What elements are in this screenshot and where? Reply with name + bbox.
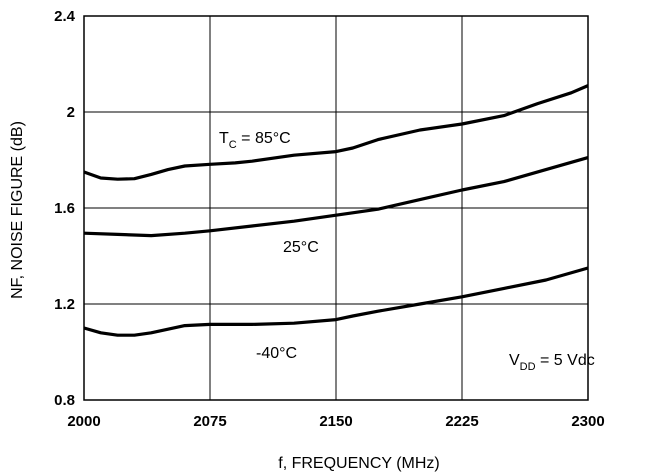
x-tick-label: 2000 (67, 413, 100, 430)
annotation-vdd-subscript: DD (520, 361, 536, 373)
annotation-vdd-prefix: V (509, 352, 520, 369)
y-tick-label: 2 (67, 104, 75, 121)
annotation-tc-prefix: T (219, 130, 229, 147)
annotation-tc-subscript: C (229, 139, 237, 151)
y-tick-labels: 0.8 1.2 1.6 2 2.4 (54, 8, 76, 409)
plot-frame (83, 15, 589, 401)
series-line-0 (83, 84, 589, 181)
annotation-25c: 25°C (283, 239, 319, 256)
grid-lines (84, 16, 588, 400)
data-curves (83, 84, 589, 337)
x-axis-label: f, FREQUENCY (MHz) (278, 455, 439, 472)
x-tick-label: 2075 (193, 413, 226, 430)
annotation-minus40c: -40°C (256, 345, 297, 362)
series-line-2 (83, 266, 589, 337)
x-tick-label: 2300 (571, 413, 604, 430)
x-tick-label: 2150 (319, 413, 352, 430)
annotation-tc-value: = 85°C (237, 130, 291, 147)
y-tick-label: 1.6 (54, 200, 75, 217)
y-axis-label: NF, NOISE FIGURE (dB) (9, 121, 26, 299)
y-tick-label: 2.4 (54, 8, 76, 25)
series-line-1 (83, 156, 589, 238)
y-tick-label: 1.2 (54, 296, 75, 313)
x-tick-label: 2225 (445, 413, 478, 430)
y-tick-label: 0.8 (54, 392, 75, 409)
annotation-tc-85: TC = 85°C (219, 130, 291, 151)
annotation-vdd: VDD = 5 Vdc (509, 352, 595, 373)
annotation-vdd-value: = 5 Vdc (536, 352, 595, 369)
x-tick-labels: 2000 2075 2150 2225 2300 (67, 413, 604, 430)
